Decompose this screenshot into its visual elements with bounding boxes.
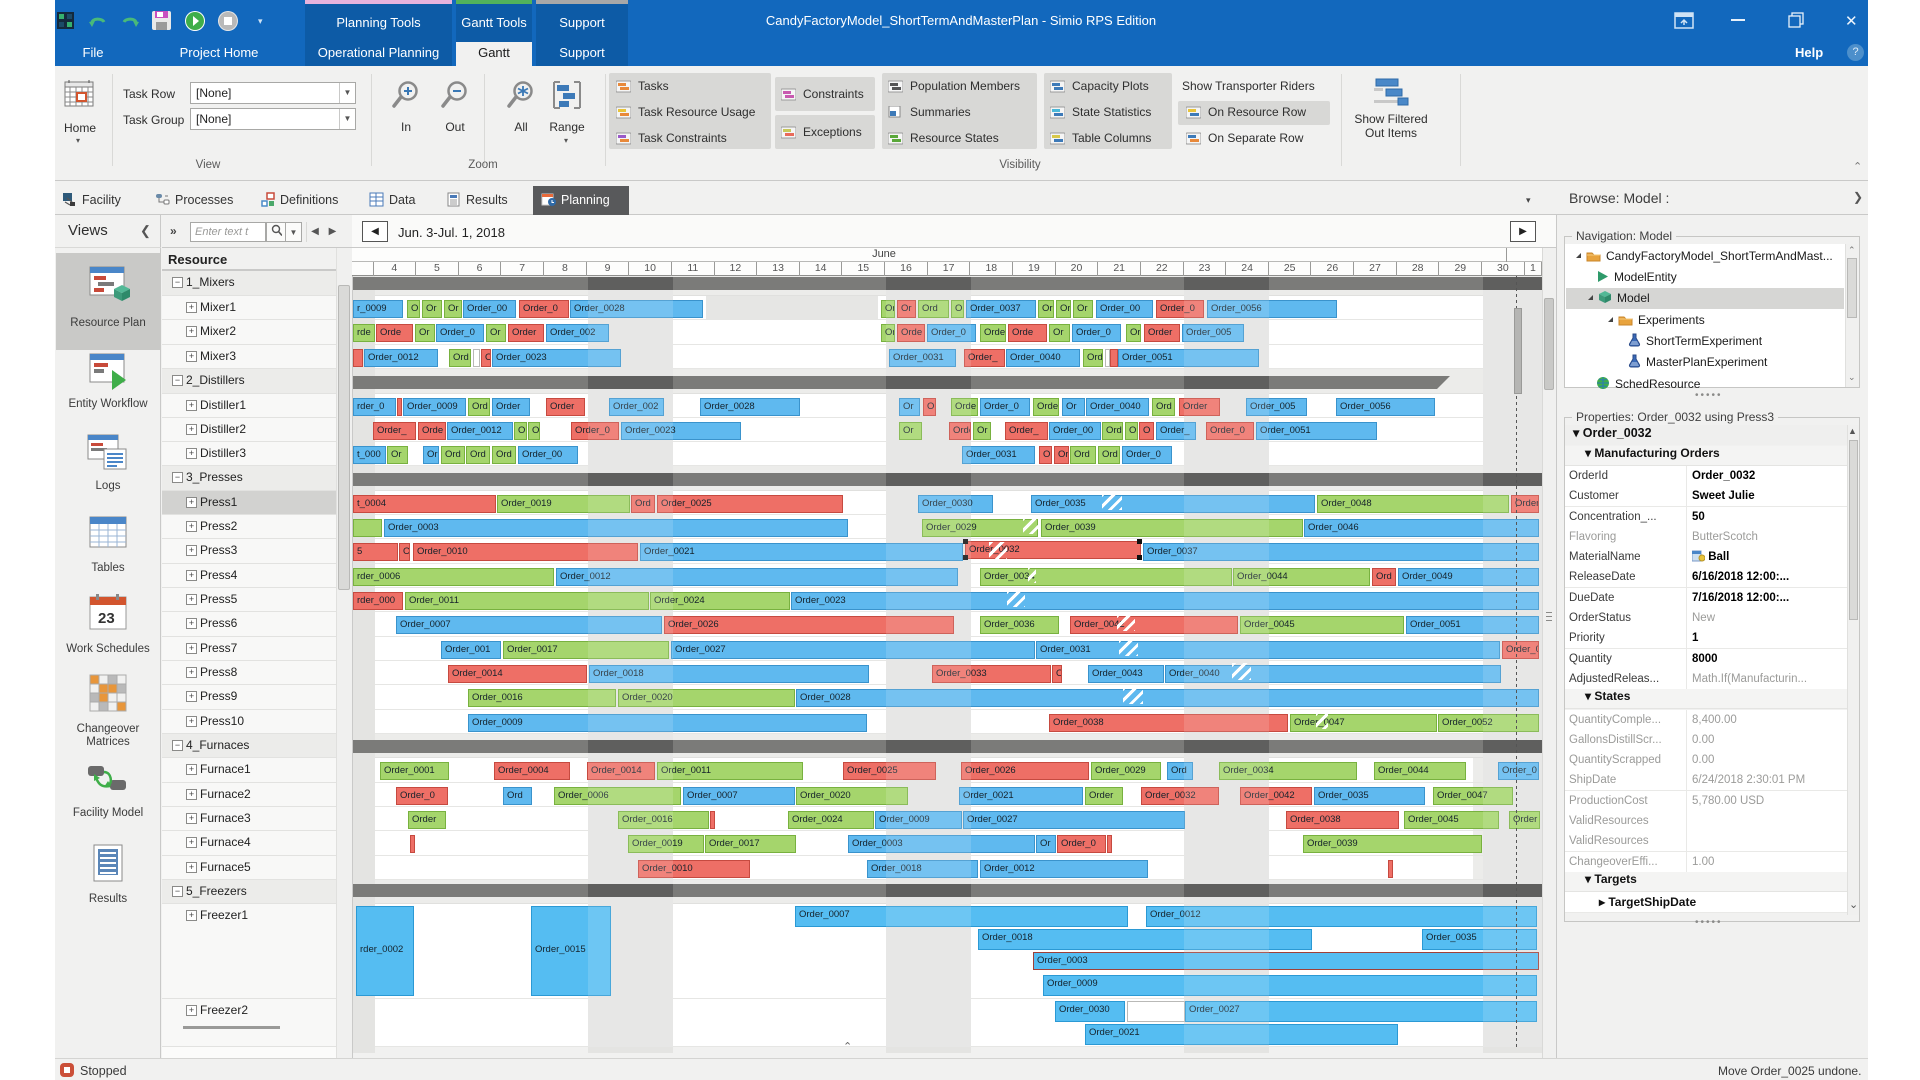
svg-text:23: 23 <box>98 610 115 627</box>
